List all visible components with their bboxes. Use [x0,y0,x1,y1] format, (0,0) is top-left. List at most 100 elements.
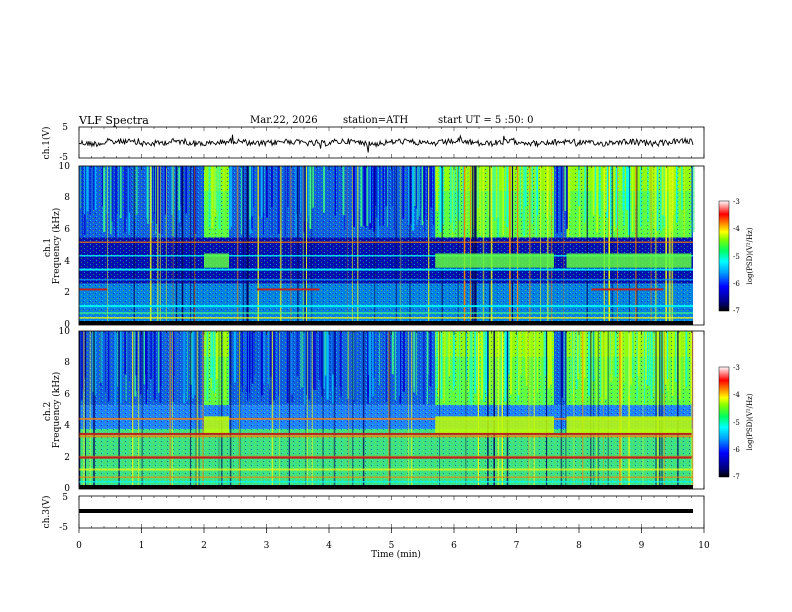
spec-streak [402,331,405,392]
spec-streak [672,331,674,396]
spec-streak [173,331,175,377]
spec-streak [263,331,265,384]
spec-streak [419,166,421,221]
spec-streak [89,166,91,215]
spec-red-segment [257,288,320,291]
spec-streak [311,166,314,208]
spec-streak [477,166,479,231]
spec-streak [524,166,527,207]
spec-streak [194,331,197,395]
spec-streak [94,331,97,396]
spec-streak [93,166,95,210]
ch1-waveform-panel: 5 -5 ch.1(V) [41,123,705,163]
spec-streak [497,166,499,238]
spec-streak [158,166,161,234]
spec-streak [455,166,457,216]
spec-streak [653,166,655,229]
spec-streak [82,331,84,389]
spec-streak [216,166,218,212]
ch2-freq-tick-2: 2 [64,453,70,463]
spec-streak [492,331,494,403]
spec-band [79,278,693,281]
spec-streak [300,331,302,388]
spec-streak [537,331,539,393]
spec-streak [446,331,448,387]
spec-streak [291,331,293,395]
x-tick-label: 10 [698,541,710,551]
spec-streak [674,166,675,230]
spec-streak [314,331,317,391]
ch2-freq-tick-0: 0 [64,484,70,494]
spec-streak [486,331,488,397]
spec-streak [159,331,162,403]
spec-streak [623,166,625,226]
spec-streak [128,331,130,382]
spec-streak [249,166,251,220]
spec-streak [626,166,629,211]
spec-streak [103,166,106,232]
spec-streak [108,331,110,402]
spec-streak [124,331,127,375]
spec-streak [576,331,579,380]
spec-streak [305,331,307,395]
spec-streak [563,331,565,400]
spec-band [79,305,693,308]
spec-streak [668,331,670,401]
spec-streak [594,166,596,214]
spec-streak [245,331,247,387]
spec-streak [143,331,145,384]
spec-streak [184,331,186,404]
spec-streak [301,331,304,388]
spec-streak [191,331,194,399]
ch1-freq-tick-6: 6 [64,225,70,235]
spec-streak [662,166,664,209]
spec-streak [562,166,565,212]
spec-streak [439,331,441,390]
spec-streak [385,331,387,402]
spec-streak [584,331,586,378]
x-tick-label: 1 [139,541,145,551]
spec-streak [123,166,126,233]
spec-streak [324,331,327,376]
spec-blob [204,416,229,434]
spec-streak [134,331,137,397]
spec-streak [342,166,345,216]
spec-streak [183,331,186,404]
spec-streak [417,166,419,220]
spec-streak [382,166,384,226]
ch1-ytick-bottom: -5 [59,153,68,163]
spec-streak [364,166,367,228]
spec-streak [80,331,83,400]
spec-streak [449,166,452,224]
spec-streak [428,166,431,238]
spec-streak [430,166,432,208]
spec-streak [296,166,298,215]
ch2-freq-tick-6: 6 [64,390,70,400]
spec-streak [436,166,438,212]
spec-streak [153,331,155,401]
spec-streak [102,166,103,207]
spec-band [79,468,693,471]
spec-streak [489,331,491,404]
spec-streak [575,331,578,389]
ch3-ylabel: ch.3(V) [41,496,52,529]
spec-streak [147,166,149,224]
spec-streak [180,166,182,207]
spec-streak [379,331,380,386]
spec-streak [438,331,440,398]
spec-streak [152,166,154,221]
spec-streak [415,166,418,209]
spec-streak [436,331,437,401]
spec-streak [402,166,405,220]
spec-streak [630,331,632,385]
ch2-cb-tick-6: -6 [733,446,740,454]
spec-streak [662,331,664,394]
spec-streak [414,166,416,206]
ch2-colorbar-label: log(PSD)(V²/Hz) [746,393,754,450]
spec-streak [665,331,667,385]
ch3-ytick-bottom: -5 [59,523,68,533]
spec-streak [507,331,510,375]
x-tick-label: 5 [389,541,395,551]
ch3-waveform-tickmarks [78,496,705,528]
